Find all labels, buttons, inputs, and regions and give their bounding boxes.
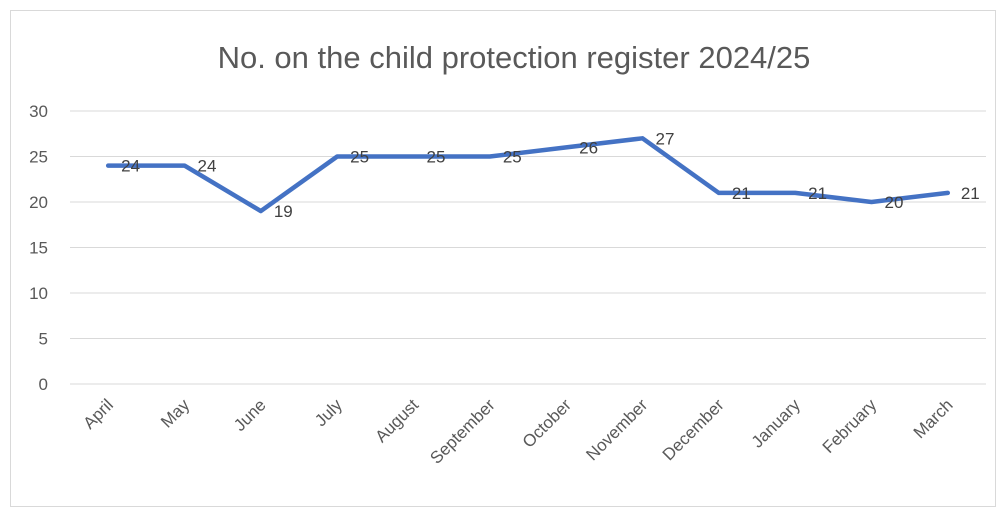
data-label: 21 [732,184,751,203]
y-tick-label: 15 [29,239,48,258]
data-label: 24 [198,157,217,176]
series-line [105,136,951,214]
data-label: 25 [427,148,446,167]
x-axis-ticks: April May June July August September October No… [80,395,957,468]
y-tick-label: 25 [29,148,48,167]
y-tick-label: 5 [39,330,48,349]
data-label: 24 [121,157,140,176]
x-tick-label: September [426,395,498,467]
data-label: 26 [579,138,598,157]
x-tick-label: March [910,395,957,442]
x-tick-label: October [519,395,575,451]
data-label: 21 [808,184,827,203]
x-tick-label: December [659,395,728,464]
data-label: 25 [350,148,369,167]
data-label: 19 [274,202,293,221]
data-labels: 24 24 19 25 25 25 26 27 21 21 20 21 [121,129,980,221]
chart-frame [10,10,996,507]
x-tick-label: April [80,395,117,432]
x-tick-label: February [819,395,881,457]
x-tick-label: January [748,395,805,452]
x-tick-label: November [582,395,651,464]
x-tick-label: July [311,395,346,430]
data-label: 20 [885,193,904,212]
y-axis-ticks: 0 5 10 15 20 25 30 [29,102,48,394]
chart-title: No. on the child protection register 202… [218,40,811,75]
data-label: 27 [656,129,675,148]
y-tick-label: 0 [39,375,48,394]
x-tick-label: May [157,395,193,431]
data-label: 21 [961,184,980,203]
y-tick-label: 20 [29,193,48,212]
x-tick-label: August [371,395,422,446]
gridlines [70,110,986,385]
y-tick-label: 30 [29,102,48,121]
data-label: 25 [503,148,522,167]
x-tick-label: June [230,395,270,435]
y-tick-label: 10 [29,284,48,303]
